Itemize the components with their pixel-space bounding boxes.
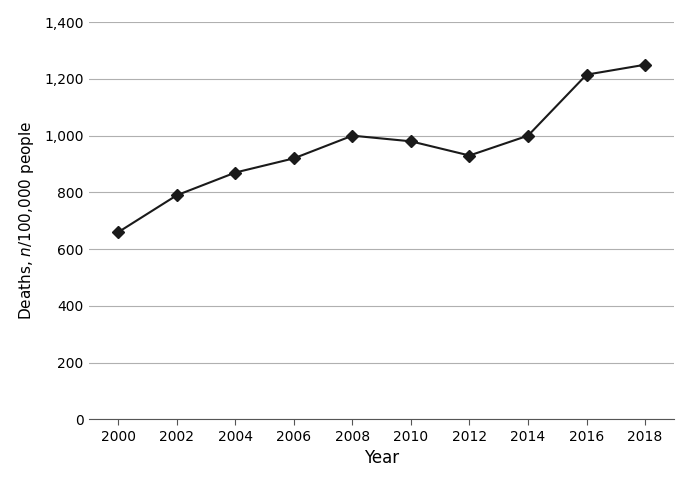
X-axis label: Year: Year [364,449,399,468]
Y-axis label: Deaths, $n$/100,000 people: Deaths, $n$/100,000 people [17,121,36,320]
